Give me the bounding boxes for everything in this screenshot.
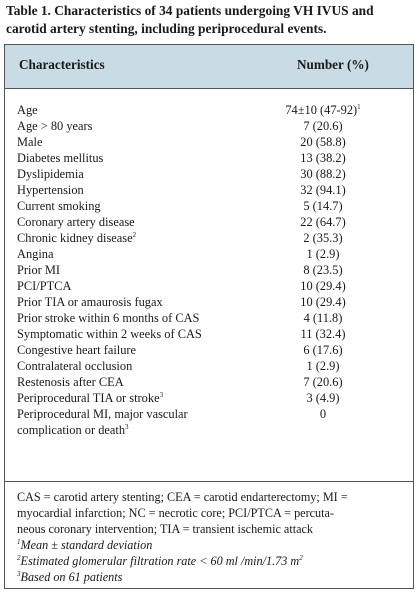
row-label: Diabetes mellitus: [17, 151, 104, 165]
table-row: Angina 1 (2.9): [5, 246, 413, 262]
table-row: Male 20 (58.8): [5, 134, 413, 150]
row-label: Dyslipidemia: [17, 167, 84, 181]
row-label: Periprocedural TIA or stroke3: [17, 390, 287, 406]
characteristics-table: Characteristics Number (%) Age 74±10 (47-…: [4, 44, 414, 589]
footnote-mark: 1: [17, 538, 21, 546]
row-value: 30 (88.2): [300, 167, 346, 181]
row-value: 13 (38.2): [300, 151, 346, 165]
table-row: Prior MI 8 (23.5): [5, 262, 413, 278]
row-label-text: Periprocedural TIA or stroke: [17, 391, 160, 405]
abbreviations-line: CAS = carotid artery stenting; CEA = car…: [17, 490, 348, 504]
table-row: Periprocedural MI, major vascular compli…: [5, 406, 413, 438]
row-label: Chronic kidney disease2: [17, 230, 287, 246]
table-row: Periprocedural TIA or stroke3 3 (4.9): [5, 390, 413, 406]
footnote-mark: 3: [17, 570, 21, 578]
row-value: 10 (29.4): [300, 279, 346, 293]
row-value: 0: [319, 407, 327, 421]
row-value: 22 (64.7): [300, 215, 346, 229]
table-row: Coronary artery disease 22 (64.7): [5, 214, 413, 230]
header-number-percent: Number (%): [297, 57, 369, 72]
row-value-text: 74±10 (47-92): [285, 103, 358, 117]
table-row: Symptomatic within 2 weeks of CAS 11 (32.…: [5, 326, 413, 342]
row-value: 1 (2.9): [306, 247, 340, 261]
row-label: Congestive heart failure: [17, 343, 137, 357]
label-footnote-mark: 2: [132, 231, 137, 239]
row-value: 11 (32.4): [300, 327, 346, 341]
row-value: 10 (29.4): [300, 295, 346, 309]
table-row: PCI/PTCA 10 (29.4): [5, 278, 413, 294]
row-label: Coronary artery disease: [17, 215, 135, 229]
table-row: Prior stroke within 6 months of CAS 4 (11…: [5, 310, 413, 326]
value-footnote-mark: 1: [357, 103, 361, 111]
row-value: 20 (58.8): [300, 135, 346, 149]
row-label: Age > 80 years: [17, 119, 93, 133]
abbreviations-line: myocardial infarction; NC = necrotic cor…: [17, 506, 334, 520]
row-label-text: Periprocedural MI, major vascular compli…: [17, 407, 188, 437]
footnote-superscript: 2: [299, 554, 303, 562]
row-value: 1 (2.9): [306, 359, 340, 373]
table-caption: Table 1. Characteristics of 34 patients …: [6, 3, 374, 36]
table-header: Characteristics Number (%): [5, 45, 413, 89]
row-value: 3 (4.9): [306, 391, 340, 405]
footnote-text: Estimated glomerular filtration rate < 6…: [20, 554, 300, 568]
row-value: 5 (14.7): [303, 199, 343, 213]
table-row: Chronic kidney disease2 2 (35.3): [5, 230, 413, 246]
row-label: Male: [17, 135, 43, 149]
table-row: Diabetes mellitus 13 (38.2): [5, 150, 413, 166]
table-row: Restenosis after CEA 7 (20.6): [5, 374, 413, 390]
row-label: Contralateral occlusion: [17, 359, 133, 373]
footnote-text: Mean ± standard deviation: [20, 538, 153, 552]
row-value: 8 (23.5): [303, 263, 343, 277]
row-label: Prior stroke within 6 months of CAS: [17, 311, 200, 325]
row-value: 2 (35.3): [303, 231, 343, 245]
row-value: 6 (17.6): [303, 343, 343, 357]
row-label: Periprocedural MI, major vascular compli…: [17, 406, 249, 438]
row-label: Restenosis after CEA: [17, 375, 124, 389]
row-label-text: Chronic kidney disease: [17, 231, 133, 245]
footnote-text: Based on 61 patients: [20, 570, 123, 584]
table-row: Prior TIA or amaurosis fugax 10 (29.4): [5, 294, 413, 310]
table-row: Dyslipidemia 30 (88.2): [5, 166, 413, 182]
row-value: 4 (11.8): [303, 311, 343, 325]
table-footnotes: CAS = carotid artery stenting; CEA = car…: [5, 481, 413, 584]
row-label: Hypertension: [17, 183, 84, 197]
row-value: 32 (94.1): [300, 183, 346, 197]
row-value: 7 (20.6): [303, 375, 343, 389]
label-footnote-mark: 3: [125, 423, 129, 431]
row-label: Prior MI: [17, 263, 61, 277]
label-footnote-mark: 3: [159, 391, 164, 399]
table-row: Age > 80 years 7 (20.6): [5, 118, 413, 134]
footnote-mark: 2: [17, 554, 21, 562]
abbreviations-line: neous coronary intervention; TIA = trans…: [17, 522, 314, 536]
header-characteristics: Characteristics: [19, 57, 105, 72]
row-label: Angina: [17, 247, 54, 261]
table-row: Age 74±10 (47-92)1: [5, 102, 413, 118]
table-body: Age 74±10 (47-92)1 Age > 80 years 7 (20.6)…: [5, 88, 413, 480]
footnote-1: 1Mean ± standard deviation: [17, 538, 409, 554]
table-row: Hypertension 32 (94.1): [5, 182, 413, 198]
row-value: 7 (20.6): [303, 119, 343, 133]
footnote-2: 2Estimated glomerular filtration rate < …: [17, 554, 409, 570]
table-row: Contralateral occlusion 1 (2.9): [5, 358, 413, 374]
table-row: Congestive heart failure 6 (17.6): [5, 342, 413, 358]
row-label: Symptomatic within 2 weeks of CAS: [17, 327, 202, 341]
row-label: Age: [17, 103, 38, 117]
row-label: PCI/PTCA: [17, 279, 72, 293]
row-label: Current smoking: [17, 199, 101, 213]
footnote-3: 3Based on 61 patients: [17, 570, 409, 586]
table-row: Current smoking 5 (14.7): [5, 198, 413, 214]
row-label: Prior TIA or amaurosis fugax: [17, 295, 163, 309]
row-value: 74±10 (47-92)1: [239, 102, 407, 118]
